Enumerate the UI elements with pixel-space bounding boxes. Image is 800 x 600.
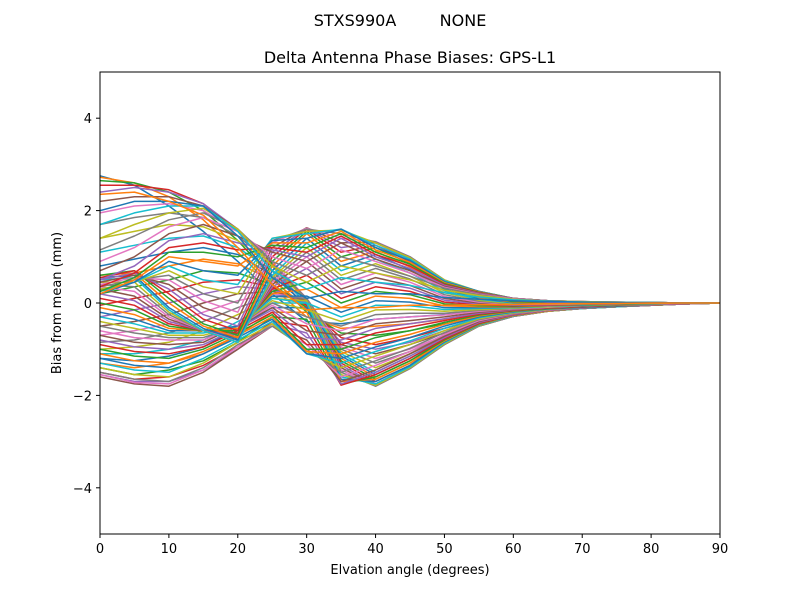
x-axis: 0 10 20 30 40 50 60 70 80 90 bbox=[96, 534, 728, 557]
x-tick-label: 20 bbox=[230, 542, 247, 557]
x-tick-label: 60 bbox=[505, 542, 522, 557]
y-tick-label: 0 bbox=[84, 297, 92, 312]
y-tick-label: 2 bbox=[84, 205, 92, 220]
y-tick-label: −4 bbox=[73, 482, 92, 497]
x-tick-label: 90 bbox=[712, 542, 729, 557]
y-tick-label: 4 bbox=[84, 112, 92, 127]
x-tick-label: 0 bbox=[96, 542, 104, 557]
y-axis: −4 −2 0 2 4 bbox=[73, 112, 100, 497]
suptitle-radome: NONE bbox=[440, 11, 487, 30]
x-tick-label: 10 bbox=[161, 542, 178, 557]
x-tick-label: 80 bbox=[643, 542, 660, 557]
x-tick-label: 50 bbox=[436, 542, 453, 557]
x-tick-label: 30 bbox=[298, 542, 315, 557]
y-tick-label: −2 bbox=[73, 389, 92, 404]
x-tick-label: 70 bbox=[574, 542, 591, 557]
y-axis-label: Bias from mean (mm) bbox=[50, 232, 65, 374]
chart-title: Delta Antenna Phase Biases: GPS-L1 bbox=[264, 48, 556, 67]
x-axis-label: Elvation angle (degrees) bbox=[330, 563, 489, 578]
suptitle-station: STXS990A bbox=[314, 11, 397, 30]
x-tick-label: 40 bbox=[367, 542, 384, 557]
series-layer bbox=[100, 175, 720, 387]
series-line-az-350 bbox=[100, 200, 720, 304]
series-line-az-355 bbox=[100, 191, 720, 311]
